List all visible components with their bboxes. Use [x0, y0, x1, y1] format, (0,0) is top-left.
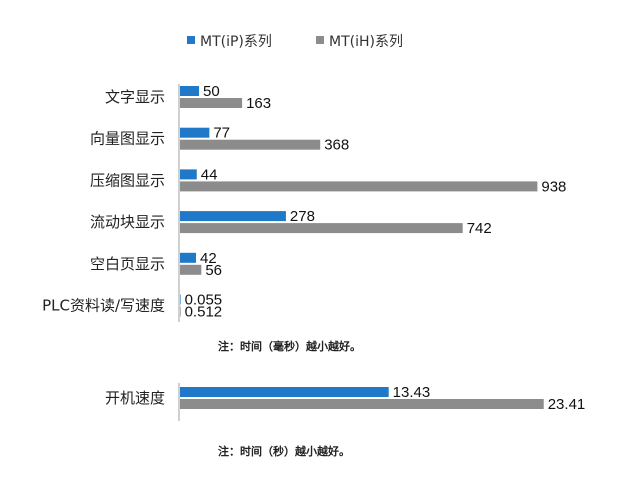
category-label: 开机速度 [105, 389, 165, 407]
category-label: 压缩图显示 [90, 171, 165, 189]
legend-label-2: MT(iH)系列 [329, 34, 403, 50]
bar-mt-ih [180, 223, 463, 234]
data-label: 56 [205, 262, 222, 279]
bar-mt-ih [180, 139, 321, 150]
legend-label-1: MT(iP)系列 [200, 34, 272, 50]
category-label: 流动块显示 [90, 213, 165, 231]
bar-mt-ih [180, 306, 181, 317]
bar-mt-ih [180, 98, 243, 108]
bar-mt-ih [180, 399, 544, 409]
bar-mt-ip [180, 211, 286, 222]
bar-mt-ih [180, 264, 202, 275]
data-label: 0.512 [185, 304, 223, 321]
bar-mt-ip [180, 252, 197, 263]
chart1-note: 注：时间（毫秒）越小越好。 [218, 339, 361, 353]
data-label: 77 [213, 125, 230, 142]
data-label: 163 [246, 95, 271, 112]
legend-swatch-2 [316, 36, 324, 44]
bar-mt-ip [180, 294, 181, 305]
data-label: 278 [290, 208, 315, 225]
data-label: 44 [201, 166, 218, 183]
data-label: 368 [324, 137, 349, 154]
data-label: 0.055 [185, 292, 223, 309]
category-label: 向量图显示 [90, 130, 165, 148]
chart2-note: 注：时间（秒）越小越好。 [218, 444, 350, 458]
bar-mt-ip [180, 127, 210, 138]
data-label: 50 [203, 83, 220, 100]
data-label: 23.41 [548, 396, 586, 413]
bar-mt-ih [180, 181, 538, 192]
bar-mt-ip [180, 169, 197, 180]
data-label: 13.43 [393, 384, 431, 401]
bar-mt-ip [180, 387, 389, 397]
data-label: 938 [541, 178, 566, 195]
bar-mt-ip [180, 86, 200, 96]
data-label: 42 [200, 250, 217, 267]
category-label: PLC资料读/写速度 [42, 297, 165, 315]
data-label: 742 [467, 220, 492, 237]
category-label: 空白页显示 [90, 255, 165, 273]
category-label: 文字显示 [105, 88, 165, 106]
legend-swatch-1 [187, 36, 195, 44]
